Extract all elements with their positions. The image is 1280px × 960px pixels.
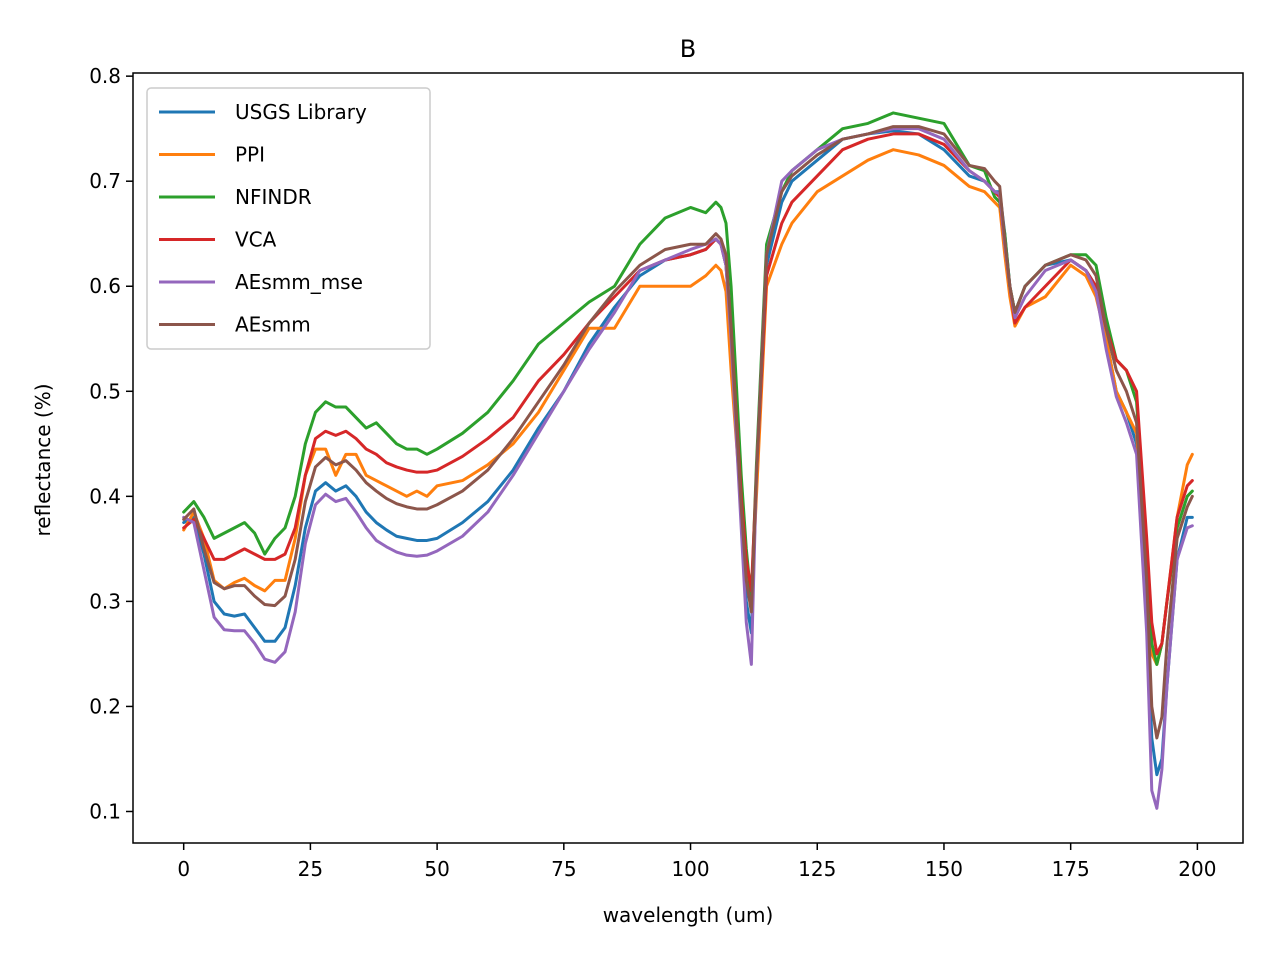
series-line-aesmm-mse [182, 127, 1194, 810]
x-tick-label: 25 [298, 857, 323, 881]
y-tick-label: 0.8 [89, 64, 121, 88]
y-tick-label: 0.5 [89, 379, 121, 403]
x-axis-label: wavelength (um) [603, 903, 774, 927]
x-tick-label: 200 [1178, 857, 1216, 881]
axes: 0 25 50 75 100 125 150 175 200 0.1 0.2 0.3 0.4 0.5 0.6… [89, 64, 1244, 881]
legend-label: AEsmm_mse [235, 270, 363, 294]
plot-area [182, 111, 1194, 810]
legend-label: PPI [235, 143, 265, 167]
y-axis-label: reflectance (%) [31, 383, 55, 536]
x-tick-label: 150 [925, 857, 963, 881]
y-tick-label: 0.2 [89, 694, 121, 718]
axes-frame [132, 72, 1244, 844]
series-line-nfindr [182, 111, 1194, 666]
series-lines [182, 111, 1194, 810]
legend-label: VCA [235, 228, 277, 252]
y-tick-label: 0.4 [89, 484, 121, 508]
y-tick-label: 0.3 [89, 589, 121, 613]
y-tick-label: 0.1 [89, 799, 121, 823]
x-tick-label: 125 [798, 857, 836, 881]
x-tick-label: 175 [1052, 857, 1090, 881]
x-tick-label: 100 [671, 857, 709, 881]
y-tick-label: 0.6 [89, 274, 121, 298]
series-line-aesmm [182, 125, 1194, 740]
chart-title: B [680, 35, 696, 63]
x-tick-label: 0 [177, 857, 190, 881]
legend-box [146, 87, 431, 350]
x-tick-label: 50 [424, 857, 449, 881]
x-tick-label: 75 [551, 857, 576, 881]
legend-label: NFINDR [235, 185, 312, 209]
legend: USGS Library PPI NFINDR VCA AEsmm_mse AEsmm [146, 87, 431, 350]
y-tick-label: 0.7 [89, 169, 121, 193]
legend-label: USGS Library [235, 100, 367, 124]
series-line-ppi [182, 148, 1194, 666]
legend-label: AEsmm [235, 313, 311, 337]
